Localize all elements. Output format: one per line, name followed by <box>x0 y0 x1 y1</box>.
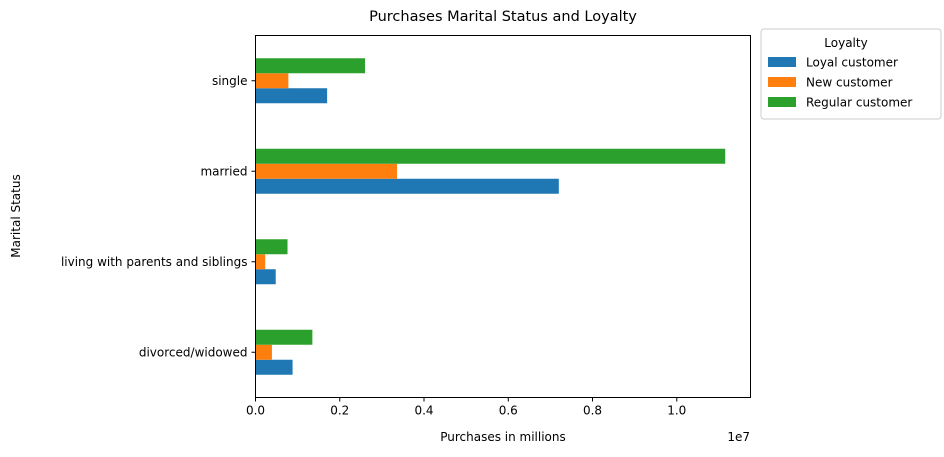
y-axis: divorced/widowed living with parents and … <box>61 74 256 359</box>
legend-label: Loyal customer <box>806 56 898 70</box>
y-tick-label: married <box>200 164 247 178</box>
x-axis-label: Purchases in millions <box>440 430 566 444</box>
legend-title: Loyalty <box>824 36 867 50</box>
bar-loyal-customer-living-with-parents-and-siblings <box>255 269 276 285</box>
plot-frame <box>255 35 751 398</box>
bar-regular-customer-single <box>255 58 366 74</box>
chart-title: Purchases Marital Status and Loyalty <box>369 9 637 25</box>
legend-swatch <box>768 57 796 67</box>
x-axis: 0.0 0.2 0.4 0.6 0.8 1.0 <box>246 397 686 418</box>
x-axis-offset-label: 1e7 <box>727 430 750 444</box>
legend-label: New customer <box>806 76 893 90</box>
legend-items: Loyal customer New customer Regular custom… <box>768 56 912 110</box>
bar-new-customer-married <box>255 163 398 179</box>
bars-layer <box>255 58 726 375</box>
bar-regular-customer-divorced-widowed <box>255 329 313 345</box>
y-tick-label: single <box>212 74 248 88</box>
legend-swatch <box>768 97 796 107</box>
x-tick-label: 0.6 <box>499 404 518 418</box>
y-axis-label: Marital Status <box>9 174 23 257</box>
bar-new-customer-single <box>255 73 289 89</box>
bar-loyal-customer-divorced-widowed <box>255 359 293 375</box>
bar-new-customer-divorced-widowed <box>255 344 272 360</box>
bar-loyal-customer-married <box>255 178 559 194</box>
x-tick-label: 0.4 <box>414 404 433 418</box>
x-tick-label: 0.2 <box>330 404 349 418</box>
y-tick-label: divorced/widowed <box>139 345 248 359</box>
legend-swatch <box>768 77 796 87</box>
y-tick-label: living with parents and siblings <box>61 255 248 269</box>
legend: Loyalty Loyal customer New customer Regula… <box>760 28 942 120</box>
x-tick-label: 0.8 <box>583 404 602 418</box>
x-tick-label: 1.0 <box>667 404 686 418</box>
bar-new-customer-living-with-parents-and-siblings <box>255 254 266 270</box>
bar-loyal-customer-single <box>255 88 328 104</box>
bar-regular-customer-married <box>255 148 726 164</box>
bar-regular-customer-living-with-parents-and-siblings <box>255 239 288 255</box>
legend-frame <box>760 28 942 120</box>
x-tick-label: 0.0 <box>246 404 265 418</box>
legend-label: Regular customer <box>806 96 912 110</box>
